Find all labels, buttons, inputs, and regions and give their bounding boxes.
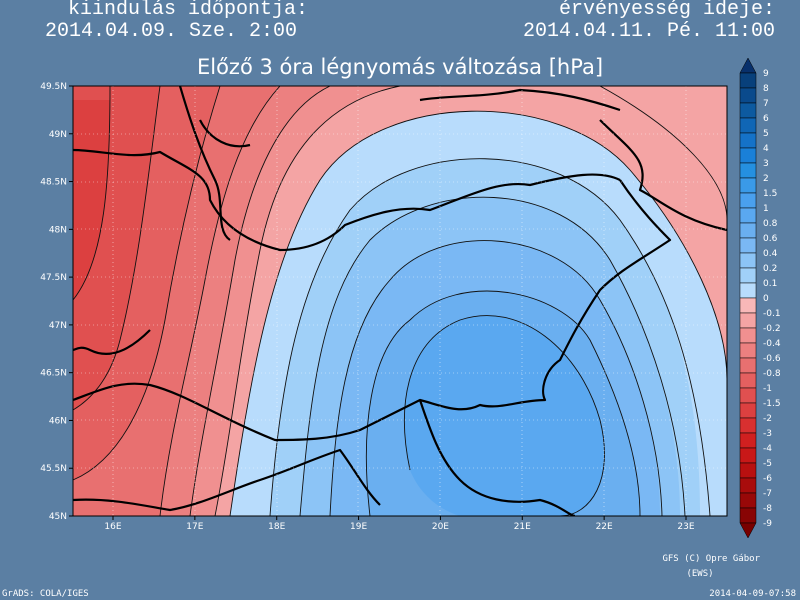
colorbar-label: 1 (763, 204, 769, 214)
lon-label: 23E (677, 522, 694, 532)
colorbar-label: -3 (763, 429, 772, 439)
colorbar-label: -1.5 (763, 399, 781, 409)
map-frame (72, 85, 728, 517)
colorbar-swatch (739, 507, 757, 524)
colorbar-label: -1 (763, 384, 772, 394)
colorbar-label: 6 (763, 114, 769, 124)
credit: GFS (C) Opre Gábor (662, 554, 760, 564)
lat-label: 49N (49, 130, 67, 140)
colorbar-label: 7 (763, 99, 769, 109)
colorbar-swatch (739, 297, 757, 314)
colorbar-label: 0.8 (763, 219, 778, 229)
colorbar-swatch (739, 177, 757, 194)
colorbar-swatch (739, 102, 757, 119)
lat-label: 49.5N (40, 82, 67, 92)
software: GrADS: COLA/IGES (2, 589, 89, 599)
colorbar-swatch (739, 522, 757, 539)
colorbar-label: 0.1 (763, 279, 777, 289)
axes: 49.5N 49N 48.5N 48N 47.5N 47N 46.5N 46N 45.5N 45N… (40, 82, 695, 532)
lon-label: 21E (514, 522, 531, 532)
graticule (73, 86, 727, 516)
lon-label: 22E (596, 522, 613, 532)
start-time: 2014.04.09. Sze. 2:00 (45, 20, 297, 43)
lat-label: 48N (49, 225, 67, 235)
colorbar-swatch (739, 282, 757, 299)
colorbar-swatch (739, 237, 757, 254)
lon-label: 16E (104, 522, 121, 532)
colorbar-label: -0.6 (763, 354, 781, 364)
lon-label: 18E (268, 522, 285, 532)
colorbar-swatch (739, 87, 757, 104)
colorbar-label: -0.4 (763, 339, 781, 349)
lat-label: 48.5N (40, 178, 67, 188)
colorbar-swatch (739, 447, 757, 464)
colorbar-swatch (739, 462, 757, 479)
colorbar-swatch (739, 432, 757, 449)
colorbar-label: -0.8 (763, 369, 781, 379)
colorbar-swatch (739, 492, 757, 509)
colorbar-label: -2 (763, 414, 772, 424)
colorbar-swatch (739, 372, 757, 389)
map-title: Előző 3 óra légnyomás változása [hPa] (197, 55, 603, 79)
colorbar-swatch (739, 312, 757, 329)
colorbar-label: -0.1 (763, 309, 781, 319)
colorbar-swatch (739, 72, 757, 89)
colorbar-label: -9 (763, 519, 772, 529)
colorbar-label: 0 (763, 294, 769, 304)
colorbar-label: -0.2 (763, 324, 781, 334)
lat-label: 45N (49, 512, 67, 522)
lat-label: 46.5N (40, 369, 67, 379)
lon-label: 20E (432, 522, 449, 532)
colorbar-swatch (739, 357, 757, 374)
colorbar-label: 9 (763, 69, 769, 79)
lat-label: 47N (49, 321, 67, 331)
colorbar-swatch (739, 327, 757, 344)
colorbar-label: -8 (763, 504, 772, 514)
colorbar-label: 8 (763, 84, 769, 94)
colorbar-swatch (739, 342, 757, 359)
colorbar-swatch (739, 222, 757, 239)
colorbar-swatch (739, 477, 757, 494)
colorbar-label: 2 (763, 174, 769, 184)
colorbar-label: 0.2 (763, 264, 777, 274)
colorbar-label: 3 (763, 159, 769, 169)
colorbar-label: -4 (763, 444, 772, 454)
colorbar-label: 5 (763, 129, 769, 139)
colorbar-swatch (739, 207, 757, 224)
colorbar-swatch (739, 387, 757, 404)
colorbar-label: 1.5 (763, 189, 777, 199)
valid-time: 2014.04.11. Pé. 11:00 (523, 20, 775, 43)
colorbar-label: -5 (763, 459, 772, 469)
timestamp: 2014-04-09-07:58 (709, 589, 796, 599)
colorbar-swatch (739, 57, 757, 74)
borders (73, 86, 727, 516)
valid-label: érvényesség ideje: (559, 0, 775, 21)
colorbar-swatch (739, 162, 757, 179)
colorbar-swatch (739, 192, 757, 209)
lon-label: 19E (350, 522, 367, 532)
colorbar-swatch (739, 117, 757, 134)
colorbar-label: 0.6 (763, 234, 778, 244)
colorbar-swatch (739, 147, 757, 164)
colorbar-label: 0.4 (763, 249, 778, 259)
lat-label: 47.5N (40, 273, 67, 283)
colorbar-swatch (739, 252, 757, 269)
lat-label: 46N (49, 416, 67, 426)
lat-label: 45.5N (40, 464, 67, 474)
lon-label: 17E (186, 522, 203, 532)
colorbar-label: 4 (763, 144, 769, 154)
colorbar-swatch (739, 402, 757, 419)
colorbar-label: -6 (763, 474, 772, 484)
start-label: kiindulás időpontja: (68, 0, 308, 21)
credit-sub: (EWS) (686, 569, 713, 579)
colorbar-swatch (739, 267, 757, 284)
colorbar-swatch (739, 132, 757, 149)
colorbar: 9 8 7 6 5 4 3 2 1.5 1 0.8 0.6 0.4 0.2 0.1 0 -0.1 -0.2 -0.4… (739, 57, 781, 539)
colorbar-label: -7 (763, 489, 772, 499)
map-area (73, 86, 727, 516)
colorbar-swatch (739, 417, 757, 434)
